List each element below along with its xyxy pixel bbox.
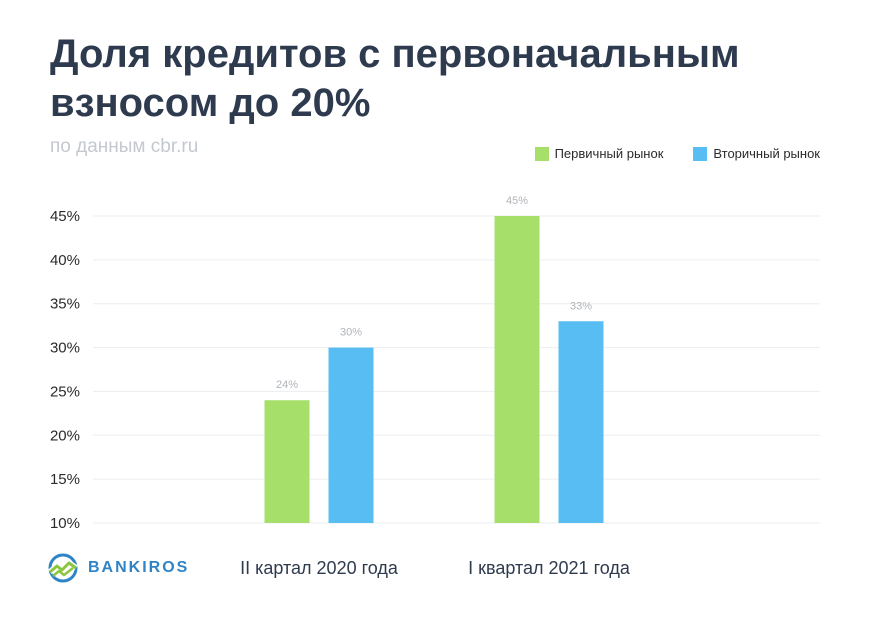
y-tick-label: 45% (50, 208, 80, 225)
brand: BANKIROS (46, 551, 189, 585)
x-category-label: I квартал 2021 года (468, 558, 631, 578)
bar (558, 321, 604, 523)
y-tick-label: 20% (50, 427, 80, 444)
y-tick-label: 35% (50, 296, 80, 313)
data-label: 33% (570, 300, 592, 312)
y-tick-label: 40% (50, 252, 80, 269)
x-category-label: II картал 2020 года (240, 558, 399, 578)
y-tick-label: 30% (50, 340, 80, 357)
data-label: 24% (276, 379, 298, 391)
brand-name: BANKIROS (88, 559, 190, 576)
y-tick-label: 25% (50, 383, 80, 400)
legend-swatch-secondary (693, 146, 708, 161)
bar (328, 347, 374, 523)
legend-item-primary: Первичный рынок (534, 146, 664, 161)
legend: Первичный рынок Вторичный рынок (534, 146, 820, 161)
bankiros-logo-icon (48, 553, 78, 583)
data-label: 30% (340, 327, 362, 339)
legend-item-secondary: Вторичный рынок (693, 146, 820, 161)
data-label: 45% (506, 195, 528, 207)
bar (494, 216, 540, 523)
chart-title: Доля кредитов с первоначальным взносом д… (50, 32, 740, 125)
y-tick-label: 15% (50, 471, 80, 488)
legend-swatch-primary (534, 146, 549, 161)
legend-label-secondary: Вторичный рынок (713, 146, 820, 161)
y-tick-label: 10% (50, 515, 80, 532)
legend-label-primary: Первичный рынок (554, 146, 664, 161)
chart-subtitle: по данным cbr.ru (50, 136, 199, 157)
bar (264, 400, 310, 523)
